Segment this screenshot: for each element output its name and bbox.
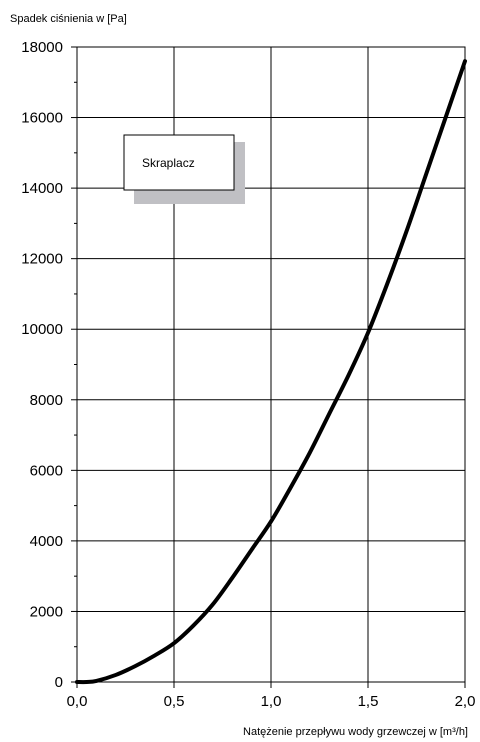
x-axis-label: Natężenie przepływu wody grzewczej w [m³…	[243, 726, 468, 738]
y-tick-label: 16000	[21, 110, 63, 127]
y-tick-label: 18000	[21, 39, 63, 56]
legend-box	[123, 134, 235, 191]
y-tick-label: 6000	[30, 462, 63, 479]
y-tick-label: 14000	[21, 180, 63, 197]
x-tick-label: 1,5	[358, 693, 379, 710]
x-tick-label: 2,0	[455, 693, 476, 710]
series-line-skraplacz	[75, 59, 467, 685]
plot-frame	[76, 46, 466, 683]
axis-ticks: 0 2000 4000 6000 8000 10000 12000 14000 16000 180…	[21, 39, 475, 710]
legend: Skraplacz	[123, 134, 245, 204]
y-tick-label: 2000	[30, 603, 63, 620]
legend-label: Skraplacz	[142, 156, 195, 170]
y-tick-label: 10000	[21, 321, 63, 338]
y-tick-label: 0	[55, 674, 63, 691]
y-tick-label: 8000	[30, 392, 63, 409]
x-tick-label: 0,0	[67, 693, 88, 710]
x-tick-label: 0,5	[164, 693, 185, 710]
x-tick-label: 1,0	[261, 693, 282, 710]
y-tick-label: 12000	[21, 251, 63, 268]
y-tick-label: 4000	[30, 533, 63, 550]
y-axis-label: Spadek ciśnienia w [Pa]	[10, 13, 127, 25]
